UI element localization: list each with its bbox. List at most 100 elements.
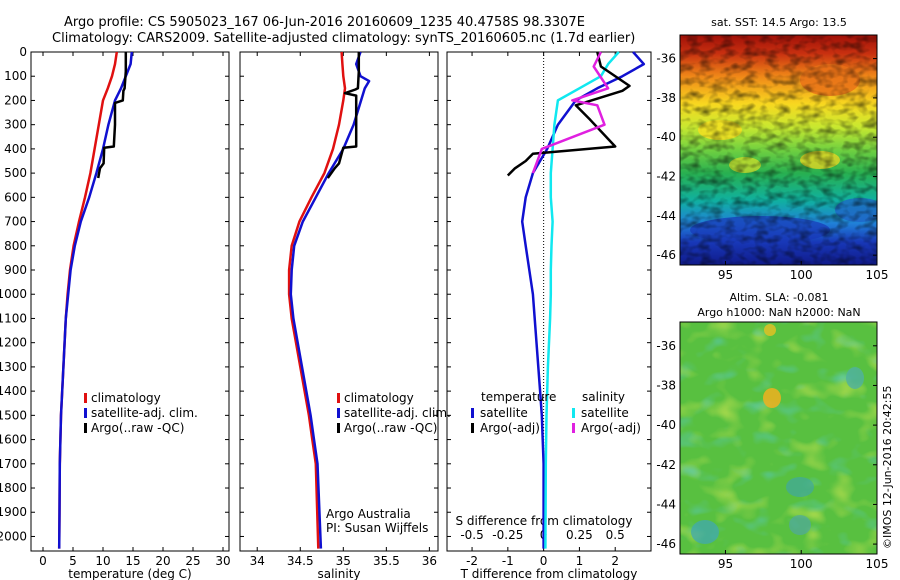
temperature-xtick-label: 10 xyxy=(95,554,110,568)
legend-swatch xyxy=(84,393,87,403)
legend-swatch xyxy=(337,408,340,418)
temperature-xtick-label: 30 xyxy=(215,554,230,568)
legend-label: satellite xyxy=(581,406,629,420)
series-line xyxy=(96,52,128,179)
legend-swatch xyxy=(572,423,575,433)
ytick-label: 1300 xyxy=(0,360,27,374)
sla-map-ytick-label: -36 xyxy=(656,339,676,353)
sst-map-ytick-label: -46 xyxy=(656,248,676,262)
sst-map-frame xyxy=(679,34,878,266)
sst-map: sat. SST: 14.5 Argo: 13.5 95 100 105 -36 -38… xyxy=(656,16,888,282)
sst-map-axes: 95 100 105 -36 -38 -40 -42 -44 -46 xyxy=(656,52,888,282)
salinity-xtick-label: 36 xyxy=(422,554,437,568)
temperature-xtick-label: 25 xyxy=(185,554,200,568)
legend-label: Argo(-adj) xyxy=(581,421,641,435)
salinity-frame xyxy=(239,51,439,552)
series-line xyxy=(531,51,610,174)
ytick-label: 1800 xyxy=(0,481,27,495)
x2-tick-label: 0.25 xyxy=(566,528,593,542)
ytick-label: 1900 xyxy=(0,505,27,519)
ytick-label: 1000 xyxy=(0,287,27,301)
ytick-label: 700 xyxy=(4,215,27,229)
difference-xtick-label: -2 xyxy=(466,554,478,568)
sst-map-title: sat. SST: 14.5 Argo: 13.5 xyxy=(711,16,847,29)
ytick-label: 300 xyxy=(4,118,27,132)
salinity-xtick-label: 34.5 xyxy=(287,554,314,568)
panel-salinity: 34 34.5 35 35.5 36 salinity climatologysatelli… xyxy=(239,51,451,580)
legend-label: satellite-adj. clim. xyxy=(344,406,451,420)
sla-map-axes: 95 100 105 -36 -38 -40 -42 -44 -46 xyxy=(656,339,888,571)
series-line xyxy=(506,51,631,177)
sla-map-title-line-2: Argo h1000: NaN h2000: NaN xyxy=(697,306,860,319)
credit-text: ©IMOS 12-Jun-2016 20:42:55 xyxy=(881,385,894,549)
ytick-label: 2000 xyxy=(0,529,27,543)
legend-swatch xyxy=(84,423,87,433)
x2-tick-label: -0.5 xyxy=(460,528,483,542)
ytick-label: 100 xyxy=(4,69,27,83)
difference-xtick-label: -1 xyxy=(502,554,514,568)
legend-label: satellite xyxy=(480,406,528,420)
sst-map-ytick-label: -40 xyxy=(656,130,676,144)
legend-label: climatology xyxy=(344,391,414,405)
sla-map-frame xyxy=(679,321,878,555)
x2-tick-label: -0.25 xyxy=(492,528,523,542)
difference-xtick-label: 1 xyxy=(576,554,584,568)
salinity-xtick-label: 35.5 xyxy=(373,554,400,568)
difference-xtick-label: 2 xyxy=(611,554,619,568)
legend-title: salinity xyxy=(582,390,625,404)
sla-map-xtick-label: 100 xyxy=(790,557,813,571)
ytick-label: 1100 xyxy=(0,311,27,325)
legend-label: Argo(..raw -QC) xyxy=(344,421,437,435)
x2-tick-label: 0.5 xyxy=(606,528,625,542)
difference-xlabel: T difference from climatology xyxy=(460,567,638,580)
sst-map-xtick-label: 95 xyxy=(718,268,733,282)
ytick-label: 1200 xyxy=(0,336,27,350)
legend-label: Argo(-adj) xyxy=(480,421,540,435)
ytick-label: 500 xyxy=(4,166,27,180)
annotation-text: Argo Australia xyxy=(326,507,411,521)
ytick-label: 900 xyxy=(4,263,27,277)
sla-map-xtick-label: 95 xyxy=(718,557,733,571)
ytick-label: 1600 xyxy=(0,433,27,447)
legend-label: Argo(..raw -QC) xyxy=(91,421,184,435)
temperature-xtick-label: 15 xyxy=(125,554,140,568)
legend-swatch xyxy=(572,408,575,418)
legend-label: climatology xyxy=(91,391,161,405)
sla-map-image xyxy=(680,322,877,554)
series-line xyxy=(57,51,134,549)
difference-xtick-label: 0 xyxy=(540,554,548,568)
salinity-xtick-label: 35 xyxy=(336,554,351,568)
sst-map-image xyxy=(680,35,877,265)
difference-frame xyxy=(446,51,652,552)
ytick-label: 0 xyxy=(19,45,27,59)
ytick-label: 1700 xyxy=(0,457,27,471)
series-line xyxy=(520,51,646,549)
salinity-xtick-label: 34 xyxy=(250,554,265,568)
temperature-xlabel: temperature (deg C) xyxy=(68,567,191,580)
sst-map-ytick-label: -38 xyxy=(656,91,676,105)
sst-map-ytick-label: -42 xyxy=(656,170,676,184)
header-line-1: Argo profile: CS 5905023_167 06-Jun-2016… xyxy=(64,15,585,30)
temperature-xtick-label: 5 xyxy=(69,554,77,568)
temperature-xtick-label: 0 xyxy=(39,554,47,568)
profile-panels: 0100200300400500600700800900100011001200… xyxy=(0,45,652,580)
ytick-label: 800 xyxy=(4,239,27,253)
annotation-text: PI: Susan Wijffels xyxy=(326,521,428,535)
sla-map-ytick-label: -42 xyxy=(656,458,676,472)
series-line xyxy=(289,51,371,549)
legend-swatch xyxy=(337,423,340,433)
legend-label: satellite-adj. clim. xyxy=(91,406,198,420)
series-line xyxy=(544,51,620,549)
salinity-xlabel: salinity xyxy=(317,567,360,580)
ytick-label: 1500 xyxy=(0,408,27,422)
header-line-2: Climatology: CARS2009. Satellite-adjuste… xyxy=(52,31,635,46)
temperature-frame xyxy=(30,51,230,552)
sla-map-xtick-label: 105 xyxy=(866,557,889,571)
ytick-label: 1400 xyxy=(0,384,27,398)
sla-map-ytick-label: -40 xyxy=(656,418,676,432)
sst-map-xtick-label: 100 xyxy=(790,268,813,282)
ytick-label: 600 xyxy=(4,190,27,204)
sst-map-ytick-label: -36 xyxy=(656,52,676,66)
sla-map: Altim. SLA: -0.081 Argo h1000: NaN h2000… xyxy=(656,291,888,571)
